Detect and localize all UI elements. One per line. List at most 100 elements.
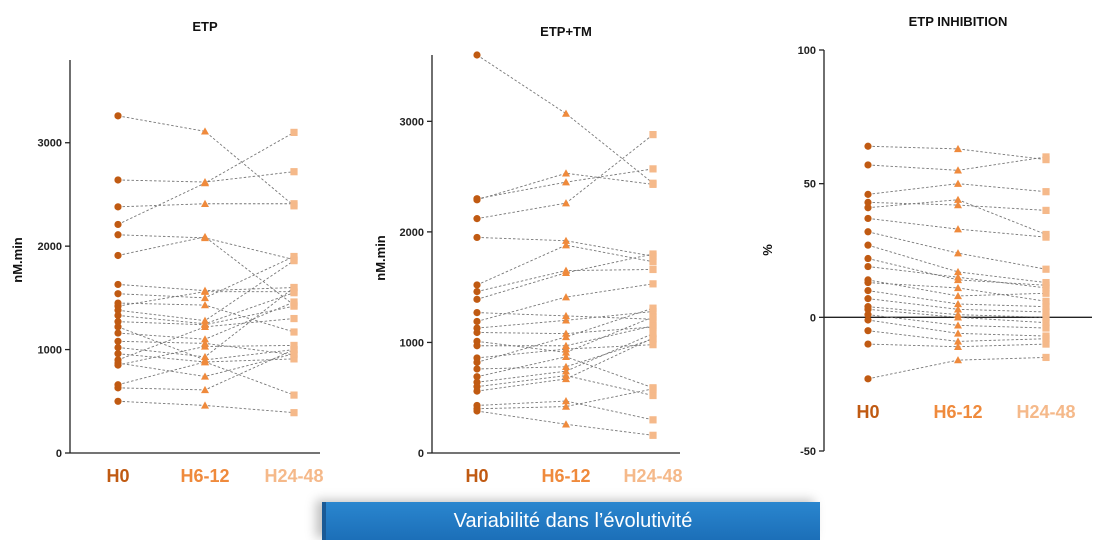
y-tick-label: 0	[56, 448, 62, 460]
point-h6-12	[562, 402, 570, 410]
point-h24-48	[649, 258, 657, 266]
point-h6-12	[954, 291, 962, 300]
category-label: H24-48	[623, 466, 682, 486]
point-h24-48	[649, 165, 657, 173]
point-h6-12	[201, 287, 209, 295]
category-label: H0	[465, 466, 488, 486]
point-h6-12	[954, 305, 962, 313]
y-tick-label: 3000	[400, 116, 424, 128]
y-axis-label: %	[760, 244, 775, 256]
chart-title: ETP+TM	[540, 24, 592, 39]
point-h0	[473, 407, 481, 415]
point-h6-12	[954, 329, 962, 337]
y-tick-label: 100	[798, 45, 816, 57]
y-axis-label: nM.min	[10, 237, 25, 283]
y-tick-label: 2000	[400, 227, 424, 239]
pair-line	[867, 231, 1047, 270]
point-h0	[114, 318, 122, 326]
point-h0	[114, 397, 122, 405]
point-h24-48	[1042, 265, 1050, 273]
point-h0	[114, 176, 122, 184]
pair-line	[476, 375, 654, 396]
point-h0	[473, 342, 481, 350]
point-h6-12	[954, 299, 962, 308]
point-h6-12	[201, 352, 209, 361]
point-h24-48	[649, 250, 657, 258]
point-h24-48	[1042, 324, 1050, 332]
point-h0	[864, 316, 872, 324]
point-h0	[473, 358, 481, 366]
point-h0	[864, 327, 872, 335]
point-h0	[473, 328, 481, 337]
point-h6-12	[954, 225, 962, 233]
point-h0	[864, 142, 872, 150]
point-h6-12	[954, 356, 962, 364]
point-h0	[864, 295, 872, 303]
y-tick-label: 0	[418, 448, 424, 460]
point-h24-48	[290, 128, 298, 136]
point-h6-12	[954, 249, 962, 257]
point-h6-12	[562, 109, 570, 117]
point-h6-12	[954, 273, 962, 281]
point-h24-48	[290, 302, 298, 310]
pair-line	[476, 338, 654, 370]
point-h6-12	[562, 178, 570, 186]
category-label: H6-12	[933, 402, 982, 422]
point-h24-48	[1042, 319, 1050, 327]
point-h24-48	[290, 350, 298, 358]
point-h24-48	[1042, 313, 1050, 321]
point-h24-48	[290, 328, 298, 336]
point-h6-12	[562, 293, 570, 301]
y-tick-label: 3000	[38, 138, 62, 150]
category-label: H24-48	[1016, 402, 1075, 422]
point-h24-48	[290, 314, 298, 323]
point-h6-12	[954, 321, 962, 329]
point-h6-12	[201, 301, 209, 309]
point-h24-48	[1042, 353, 1050, 362]
point-h6-12	[201, 199, 209, 207]
point-h0	[864, 190, 872, 198]
pair-line	[476, 54, 654, 184]
point-h0	[114, 350, 122, 358]
point-h6-12	[954, 166, 962, 174]
point-h6-12	[562, 241, 570, 249]
point-h0	[473, 373, 481, 381]
point-h24-48	[1042, 340, 1050, 348]
point-h6-12	[954, 337, 962, 345]
pair-line	[117, 291, 294, 307]
point-h6-12	[954, 201, 962, 209]
point-h24-48	[649, 180, 657, 188]
chart-1: ETP+TM nM.min 0 1000 2000 3000 H0 H6-12 H24-48	[373, 24, 683, 486]
point-h6-12	[954, 179, 962, 187]
point-h6-12	[201, 372, 209, 380]
point-h0	[114, 361, 122, 369]
pair-line	[117, 132, 295, 225]
point-h0	[864, 340, 872, 348]
point-h0	[864, 262, 872, 271]
point-h6-12	[562, 397, 570, 405]
banner-variabilite: Variabilité dans l’évolutivité	[322, 502, 820, 540]
point-h0	[864, 161, 872, 169]
pair-line	[117, 361, 295, 396]
chart-title: ETP INHIBITION	[909, 14, 1008, 29]
point-h6-12	[562, 374, 570, 383]
point-h0	[114, 290, 122, 298]
point-h0	[864, 311, 872, 319]
point-h0	[114, 329, 122, 337]
point-h24-48	[649, 131, 657, 139]
point-h24-48	[649, 304, 657, 312]
pair-line	[117, 353, 295, 377]
chart-0: ETP nM.min 0 1000 2000 3000 H0 H6-12 H24-48	[10, 19, 324, 486]
point-h6-12	[562, 199, 570, 207]
y-tick-label: -50	[800, 446, 816, 458]
point-h0	[473, 233, 481, 242]
pair-line	[476, 244, 654, 286]
category-label: H6-12	[180, 466, 229, 486]
point-h0	[864, 287, 872, 295]
point-h6-12	[201, 342, 209, 350]
point-h24-48	[1042, 335, 1050, 343]
y-tick-label: 1000	[38, 345, 62, 357]
point-h6-12	[562, 268, 570, 276]
point-h0	[864, 198, 872, 206]
point-h24-48	[649, 322, 657, 330]
